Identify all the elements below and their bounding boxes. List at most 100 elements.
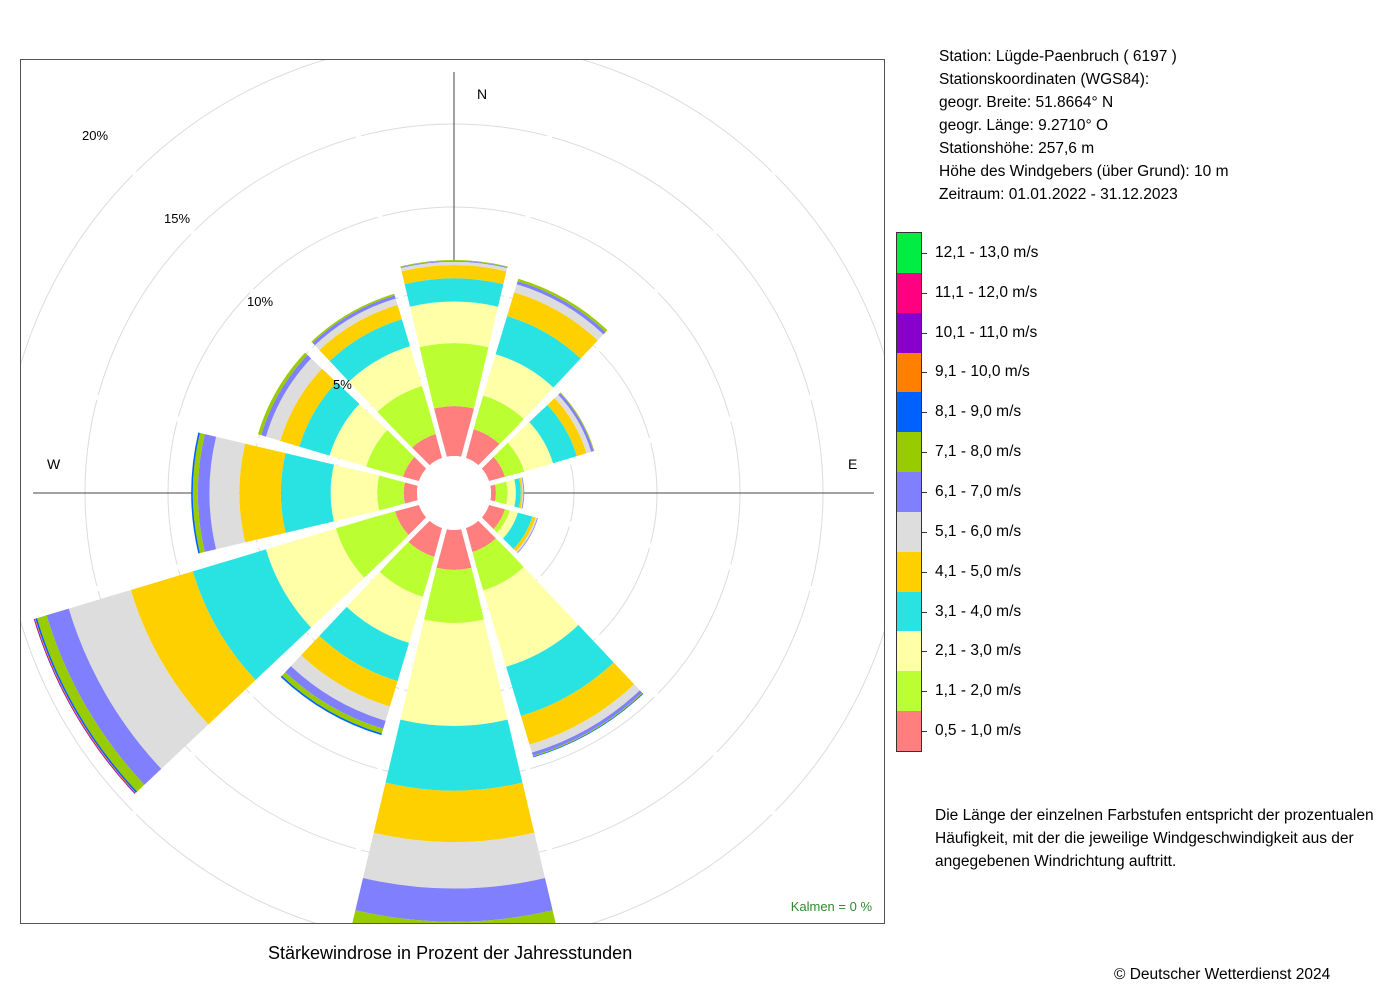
sector-0-speed-3: [409, 301, 499, 348]
sector-90-speed-3: [506, 478, 516, 508]
legend-swatch-1: [897, 711, 921, 751]
legend-label-2: 1,1 - 2,0 m/s: [935, 682, 1022, 700]
sector-30-speed-4: [495, 316, 581, 388]
sector-300-speed-4: [299, 382, 360, 456]
sector-240-speed-4: [192, 549, 312, 681]
legend-swatch-3: [897, 631, 921, 672]
sector-210-speed-1: [408, 519, 444, 558]
sector-330-speed-2: [377, 386, 437, 448]
sector-300-speed-5: [280, 368, 337, 447]
sector-60-speed-2: [493, 442, 525, 478]
sector-330-speed-6: [314, 298, 398, 351]
legend-tick: [921, 332, 927, 334]
legend-label-7: 6,1 - 7,0 m/s: [935, 483, 1022, 500]
sector-270-speed-2: [377, 475, 406, 511]
sector-30-speed-6: [514, 284, 604, 341]
sector-180-speed-7: [355, 877, 553, 922]
legend-swatch-2: [897, 671, 921, 712]
center-hole: [417, 456, 491, 530]
sector-30-speed-5: [507, 292, 598, 359]
sector-330-speed-1: [411, 433, 444, 467]
sector-240-speed-8: [36, 615, 145, 792]
sector-300-speed-2: [366, 430, 415, 478]
sector-270-speed-9: [191, 432, 200, 554]
legend-tick: [921, 492, 927, 493]
sector-60-speed-6: [554, 394, 592, 454]
legend-label-4: 3,1 - 4,0 m/s: [935, 602, 1022, 620]
sector-180-speed-3: [400, 619, 508, 726]
station-coordinates-heading: Stationskoordinaten (WGS84):: [939, 71, 1150, 88]
ring-label-20: 20%: [82, 128, 109, 143]
sector-180-speed-2: [424, 567, 484, 623]
ring-label-15: 15%: [164, 211, 191, 226]
sector-gap: [335, 60, 448, 460]
legend-swatch-4: [897, 591, 921, 632]
sector-270-speed-8: [192, 432, 205, 554]
sector-150-speed-7: [531, 690, 643, 756]
station-name: Station: Lügde-Paenbruch ( 6197 ): [939, 48, 1177, 65]
ring-label-10: 10%: [247, 294, 274, 309]
sector-gap: [487, 375, 884, 487]
sector-0-speed-1: [434, 406, 474, 457]
sector-150-speed-3: [483, 567, 579, 667]
legend-tick: [921, 731, 927, 733]
sector-90-speed-7: [521, 476, 525, 510]
legend-swatch-10: [897, 352, 921, 393]
copyright: © Deutscher Wetterdienst 2024: [1114, 966, 1331, 983]
calm-label: Kalmen = 0 %: [790, 899, 872, 914]
station-longitude: geogr. Länge: 9.2710° O: [939, 117, 1109, 134]
sector-0-speed-4: [404, 278, 504, 307]
sector-240-speed-2: [335, 510, 409, 578]
direction-label-east: E: [848, 456, 858, 472]
legend-swatch-9: [897, 392, 921, 433]
legend-label-12: 11,1 - 12,0 m/s: [935, 283, 1038, 301]
sector-90-speed-5: [519, 477, 523, 509]
legend-tick: [921, 651, 927, 653]
sector-gap: [487, 499, 884, 611]
legend-tick: [921, 372, 927, 374]
legend-tick: [921, 531, 927, 533]
sector-90-speed-6: [520, 477, 524, 509]
wind-rose-frame: N E W 5% 10% 15% 20% Kalmen = 0 %: [20, 59, 885, 924]
legend-swatch-11: [897, 312, 921, 353]
sector-gap: [460, 526, 572, 923]
sector-330-speed-7: [312, 295, 396, 346]
legend-tick: [921, 691, 927, 693]
sector-0-speed-5: [401, 265, 507, 285]
anemometer-height: Höhe des Windgebers (über Grund): 10 m: [939, 163, 1229, 180]
sector-0-speed-2: [419, 343, 489, 409]
sector-0-speed-8: [400, 260, 508, 268]
sector-120-speed-6: [515, 517, 538, 553]
sector-210-speed-8: [281, 672, 384, 734]
direction-label-west: W: [47, 456, 61, 472]
sector-150-speed-5: [520, 662, 635, 745]
legend-label-3: 2,1 - 3,0 m/s: [935, 642, 1022, 660]
sector-30-speed-2: [473, 395, 524, 445]
station-latitude: geogr. Breite: 51.8664° N: [939, 94, 1114, 111]
sector-330-speed-4: [329, 319, 410, 382]
sector-gap: [21, 374, 421, 487]
sector-300-speed-3: [329, 403, 388, 467]
sector-60-speed-4: [529, 405, 577, 464]
sector-180-speed-6: [363, 832, 545, 889]
legend-label-11: 10,1 - 11,0 m/s: [935, 323, 1038, 341]
sector-gap: [476, 515, 782, 821]
chart-title: Stärkewindrose in Prozent der Jahresstun…: [268, 943, 633, 963]
sector-210-speed-5: [301, 635, 398, 707]
sector-60-speed-5: [547, 398, 587, 457]
sector-30-speed-7: [516, 281, 606, 335]
sector-gap: [126, 515, 432, 821]
legend-label-10: 9,1 - 10,0 m/s: [935, 363, 1030, 381]
sector-210-speed-3: [346, 571, 423, 643]
sector-90-speed-1: [490, 483, 496, 503]
legend-swatch-13: [897, 233, 921, 273]
legend-label-1: 0,5 - 1,0 m/s: [935, 722, 1022, 740]
sector-180-speed-5: [373, 782, 535, 843]
legend-tick: [921, 611, 927, 613]
sector-240-speed-1: [394, 503, 428, 536]
sector-300-speed-7: [261, 354, 312, 437]
sector-300-speed-6: [265, 358, 322, 441]
legend-swatch-12: [897, 272, 921, 313]
sector-330-speed-3: [348, 346, 422, 412]
sector-0-speed-7: [400, 260, 508, 268]
